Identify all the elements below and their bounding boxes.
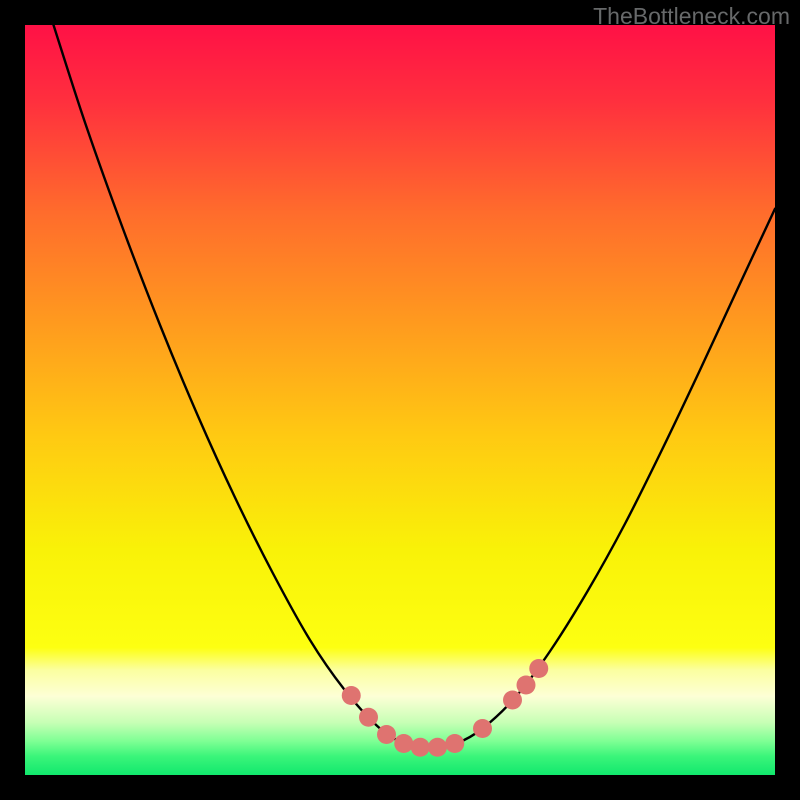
bottleneck-curve bbox=[54, 25, 776, 749]
curve-marker bbox=[517, 676, 536, 695]
curve-markers bbox=[342, 659, 549, 757]
chart-svg bbox=[25, 25, 775, 775]
curve-marker bbox=[359, 708, 378, 727]
plot-area bbox=[25, 25, 775, 775]
curve-marker bbox=[503, 691, 522, 710]
curve-marker bbox=[529, 659, 548, 678]
curve-marker bbox=[445, 734, 464, 753]
curve-marker bbox=[428, 738, 447, 757]
curve-marker bbox=[411, 738, 430, 757]
curve-marker bbox=[342, 686, 361, 705]
curve-marker bbox=[394, 734, 413, 753]
watermark-text: TheBottleneck.com bbox=[593, 3, 790, 30]
gradient-background bbox=[25, 25, 775, 775]
curve-marker bbox=[473, 719, 492, 738]
chart-root: TheBottleneck.com bbox=[0, 0, 800, 800]
curve-marker bbox=[377, 725, 396, 744]
